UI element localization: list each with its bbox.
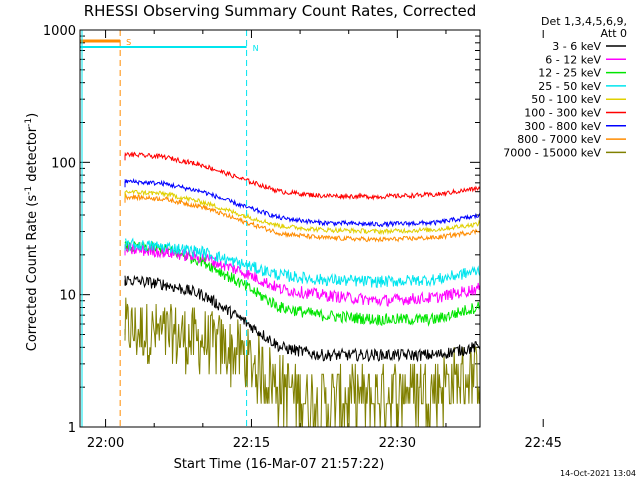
series-line [124, 193, 480, 243]
legend-item-label: 50 - 100 keV [531, 93, 601, 106]
legend-header-line2: Att 0 [601, 27, 627, 40]
series-line [124, 189, 480, 236]
legend-item: 100 - 300 keV [524, 107, 626, 120]
footer-date: 14-Oct-2021 13:04 [560, 469, 636, 478]
legend-item: 12 - 25 keV [538, 67, 626, 80]
plot-frame [79, 29, 481, 428]
saa-marker-label: S [126, 38, 131, 47]
x-tick-label: 22:00 [87, 436, 124, 451]
legend-item: 50 - 100 keV [531, 93, 626, 106]
x-axis-label: Start Time (16-Mar-07 21:57:22) [174, 457, 385, 472]
night-marker-label: N [253, 44, 259, 53]
series-line [124, 178, 480, 228]
legend-item: 6 - 12 keV [545, 53, 626, 66]
legend-item: 3 - 6 keV [552, 40, 626, 53]
legend-item-label: 800 - 7000 keV [517, 133, 601, 146]
y-tick-label: 1 [68, 421, 76, 436]
legend-item-label: 100 - 300 keV [524, 107, 601, 120]
x-tick-label: 22:15 [233, 436, 270, 451]
x-tick-label: 22:30 [379, 436, 416, 451]
legend-item-label: 12 - 25 keV [538, 67, 601, 80]
y-tick-label: 100 [51, 156, 76, 171]
y-axis-label: Corrected Count Rate (s-1 detector-1) [24, 113, 40, 351]
legend-item: 800 - 7000 keV [517, 133, 626, 146]
plot-area: 110100100022:0022:1522:3022:4523:0023:15… [43, 24, 562, 451]
legend-item-label: 25 - 50 keV [538, 80, 601, 93]
legend-item-label: 3 - 6 keV [552, 40, 601, 53]
legend-item-label: 7000 - 15000 keV [503, 146, 601, 159]
x-tick-label: 22:45 [524, 436, 561, 451]
y-tick-label: 10 [59, 289, 76, 304]
legend-header-line1: Det 1,3,4,5,6,9, [541, 15, 627, 28]
legend-item: 25 - 50 keV [538, 80, 626, 93]
y-tick-label: 1000 [43, 24, 76, 39]
legend-item: 300 - 800 keV [524, 120, 626, 133]
legend-item-label: 300 - 800 keV [524, 120, 601, 133]
legend-item-label: 6 - 12 keV [545, 53, 601, 66]
legend-item: 7000 - 15000 keV [503, 146, 626, 159]
chart-title: RHESSI Observing Summary Count Rates, Co… [84, 2, 477, 20]
